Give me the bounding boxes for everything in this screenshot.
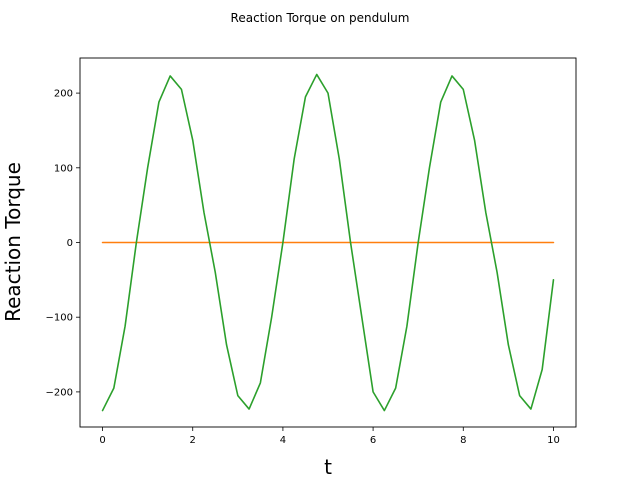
y-tick-label: −100: [46, 313, 73, 324]
x-tick-label: 0: [99, 435, 105, 446]
chart-title: Reaction Torque on pendulum: [231, 11, 410, 25]
x-tick-label: 10: [547, 435, 560, 446]
y-tick-label: 200: [54, 89, 73, 100]
x-axis-ticks: 0 2 4 6 8 10: [99, 427, 560, 446]
y-tick-label: 0: [67, 238, 73, 249]
y-axis-ticks: −200 −100 0 100 200: [46, 89, 80, 398]
x-tick-label: 6: [370, 435, 376, 446]
x-tick-label: 4: [280, 435, 286, 446]
x-tick-label: 2: [190, 435, 196, 446]
series-line-1: [101, 73, 555, 412]
x-tick-label: 8: [460, 435, 466, 446]
y-tick-label: 100: [54, 163, 73, 174]
series-layer: [101, 73, 555, 412]
plot-area: 0 2 4 6 8 10 −200 −100 0 100 200: [46, 57, 577, 446]
y-tick-label: −200: [46, 387, 73, 398]
x-axis-label: t: [324, 455, 332, 479]
y-axis-label: Reaction Torque: [1, 162, 25, 322]
